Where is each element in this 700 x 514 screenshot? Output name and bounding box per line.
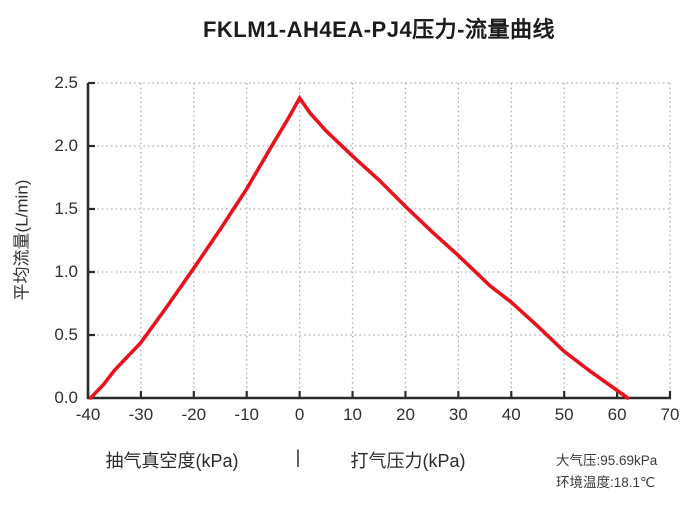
- x-caption-separator: |: [295, 447, 301, 467]
- axis-lines: [86, 83, 671, 400]
- flow-curve: [88, 94, 630, 400]
- x-caption-pressure: 打气压力(kPa): [350, 451, 466, 471]
- x-caption-vacuum: 抽气真空度(kPa): [105, 451, 239, 471]
- chart-title: FKLM1-AH4EA-PJ4压力-流量曲线: [202, 17, 556, 42]
- atmospheric-pressure-note: 大气压:95.69kPa: [556, 453, 658, 468]
- environment-annotations: 大气压:95.69kPa 环境温度:18.1℃: [556, 450, 657, 493]
- ambient-temperature-note: 环境温度:18.1℃: [556, 474, 656, 490]
